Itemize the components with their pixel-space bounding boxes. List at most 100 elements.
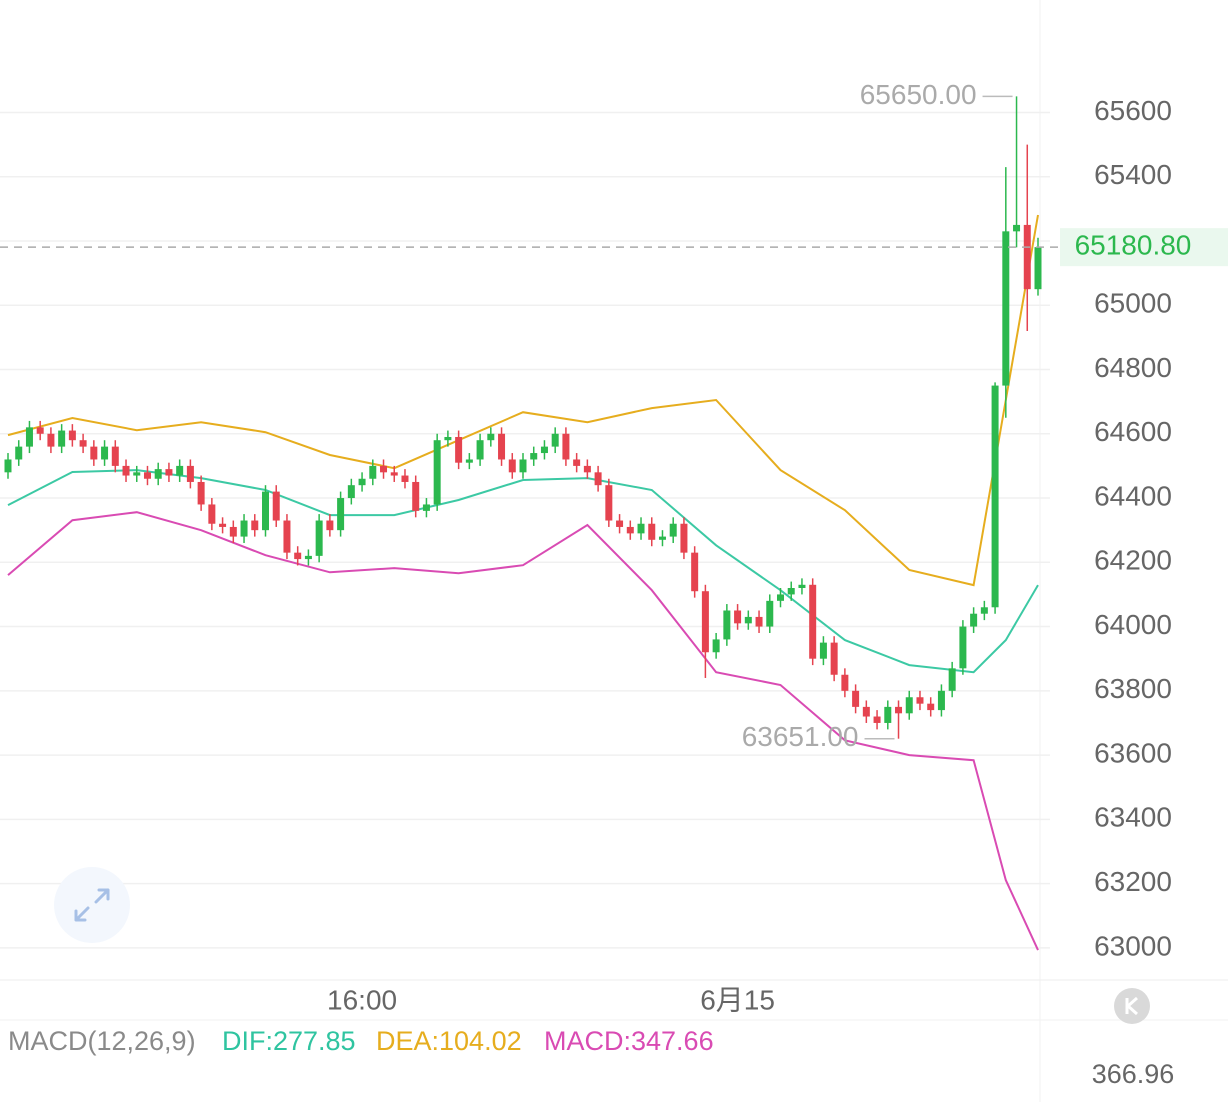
candle-body bbox=[573, 459, 581, 466]
candle-body bbox=[47, 433, 55, 447]
candle-body bbox=[734, 610, 742, 624]
candle-body bbox=[369, 465, 377, 479]
current-price-label: 65180.80 bbox=[1075, 230, 1192, 261]
candle-body bbox=[916, 697, 924, 704]
candle-body bbox=[927, 703, 935, 711]
candle-body bbox=[4, 459, 12, 473]
candle-body bbox=[208, 504, 216, 524]
candle-body bbox=[133, 472, 141, 476]
candle-body bbox=[680, 523, 688, 553]
candle-body bbox=[991, 385, 999, 608]
candle-body bbox=[294, 552, 302, 560]
candle-body bbox=[830, 642, 838, 675]
candle-body bbox=[487, 433, 495, 441]
candle-body bbox=[143, 472, 151, 479]
candle-body bbox=[326, 520, 334, 531]
candle-body bbox=[283, 520, 291, 553]
annotation-label: 63651.00 bbox=[742, 721, 859, 752]
candle-body bbox=[444, 436, 452, 441]
macd-value: MACD:347.66 bbox=[544, 1026, 714, 1056]
candle-body bbox=[862, 706, 870, 717]
expand-icon-bg[interactable] bbox=[54, 867, 130, 943]
y-tick-label: 64800 bbox=[1094, 352, 1172, 383]
candle-body bbox=[980, 607, 988, 614]
y-tick-label: 63200 bbox=[1094, 866, 1172, 897]
candle-body bbox=[755, 616, 763, 627]
candle-body bbox=[841, 674, 849, 691]
y-tick-label: 64000 bbox=[1094, 609, 1172, 640]
y-tick-label: 63000 bbox=[1094, 930, 1172, 961]
candle-body bbox=[594, 472, 602, 486]
grid bbox=[0, 111, 1050, 949]
candle-body bbox=[819, 642, 827, 659]
y-tick-label: 65600 bbox=[1094, 95, 1172, 126]
candle-body bbox=[948, 668, 956, 691]
candle-body bbox=[744, 616, 752, 624]
candle-body bbox=[1034, 247, 1042, 290]
candle-body bbox=[122, 465, 130, 476]
candle-body bbox=[712, 639, 720, 653]
candle-body bbox=[229, 526, 237, 537]
candle-body bbox=[79, 440, 87, 447]
candle-body bbox=[551, 433, 559, 447]
candle-body bbox=[884, 706, 892, 723]
candle-body bbox=[959, 626, 967, 669]
macd-dea: DEA:104.02 bbox=[376, 1026, 522, 1056]
candle-body bbox=[101, 446, 109, 460]
candle-body bbox=[895, 706, 903, 714]
candle-body bbox=[852, 690, 860, 707]
candle-body bbox=[111, 446, 119, 466]
candle-body bbox=[658, 536, 666, 540]
y-tick-label: 65000 bbox=[1094, 288, 1172, 319]
candle-body bbox=[798, 584, 806, 588]
candle-body bbox=[937, 690, 945, 711]
x-tick-label: 16:00 bbox=[327, 984, 397, 1015]
candle-body bbox=[1002, 231, 1010, 386]
candle-body bbox=[433, 440, 441, 505]
candle-body bbox=[723, 610, 731, 640]
candle-body bbox=[165, 469, 173, 476]
candle-body bbox=[304, 555, 312, 560]
candle-body bbox=[648, 523, 656, 540]
candle-body bbox=[626, 526, 634, 534]
candle-body bbox=[412, 481, 420, 511]
candle-body bbox=[358, 478, 366, 486]
candle-body bbox=[337, 498, 345, 531]
expand-arrows[interactable] bbox=[74, 888, 110, 922]
candle-body bbox=[422, 504, 430, 511]
candle-body bbox=[154, 469, 162, 479]
macd-axis-label: 366.96 bbox=[1092, 1059, 1175, 1089]
candle-body bbox=[540, 446, 548, 454]
expand-icon[interactable] bbox=[54, 867, 130, 943]
bollinger-band bbox=[7, 214, 1039, 587]
candle-body bbox=[315, 520, 323, 556]
candle-body bbox=[455, 436, 463, 463]
candle-body bbox=[262, 491, 269, 531]
macd-title: MACD(12,26,9) bbox=[8, 1026, 196, 1056]
candle-body bbox=[787, 588, 795, 595]
k-icon[interactable] bbox=[1125, 996, 1138, 1016]
y-tick-label: 64600 bbox=[1094, 416, 1172, 447]
candle-body bbox=[701, 591, 709, 653]
candle-body bbox=[809, 584, 817, 659]
candle-body bbox=[508, 459, 516, 473]
k-button[interactable] bbox=[1114, 988, 1150, 1024]
candle-body bbox=[777, 594, 784, 601]
candle-body bbox=[766, 600, 774, 627]
candle-body bbox=[15, 446, 23, 460]
k-button-bg[interactable] bbox=[1114, 988, 1150, 1024]
candle-body bbox=[25, 427, 33, 447]
candle-body bbox=[1023, 224, 1031, 290]
y-tick-label: 64400 bbox=[1094, 480, 1172, 511]
candle-body bbox=[347, 485, 355, 499]
bollinger-band bbox=[7, 511, 1039, 951]
candle-body bbox=[530, 453, 538, 460]
candle-body bbox=[272, 491, 280, 521]
candle-body bbox=[68, 430, 76, 441]
y-tick-label: 65400 bbox=[1094, 159, 1172, 190]
candle-body bbox=[873, 716, 881, 723]
candle-body bbox=[970, 613, 978, 627]
x-tick-label: 6月15 bbox=[700, 984, 775, 1015]
candle-body bbox=[58, 430, 66, 447]
candle-body bbox=[380, 465, 388, 473]
